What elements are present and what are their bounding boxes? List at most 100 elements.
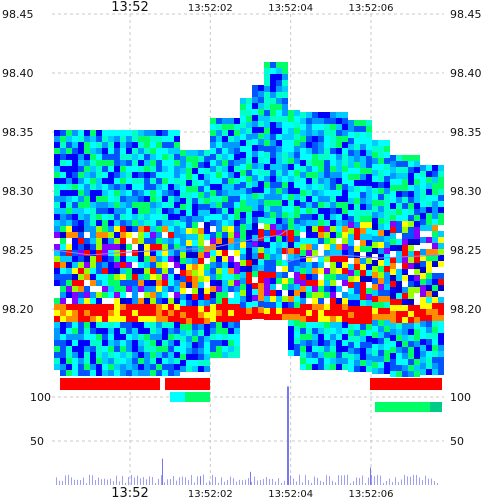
heatmap-cell — [72, 184, 78, 190]
heatmap-cell — [66, 322, 72, 328]
heatmap-cell — [318, 220, 324, 226]
heatmap-cell — [300, 124, 306, 130]
heatmap-cell — [318, 310, 324, 316]
heatmap-cells — [53, 62, 444, 412]
heatmap-cell — [348, 162, 354, 168]
heatmap-cell — [264, 284, 270, 290]
heatmap-cell — [234, 142, 240, 148]
heatmap-cell — [102, 286, 108, 292]
heatmap-cell — [114, 142, 120, 148]
heatmap-cell — [204, 150, 210, 156]
heatmap-cell — [132, 250, 138, 256]
heatmap-cell — [318, 244, 324, 250]
heatmap-cell — [378, 326, 384, 332]
heatmap-cell — [264, 230, 270, 236]
volume-bar — [326, 475, 327, 485]
heatmap-cell — [126, 334, 132, 340]
heatmap-cell — [336, 298, 342, 304]
heatmap-cell — [306, 304, 312, 310]
heatmap-cell — [186, 300, 192, 306]
heatmap-cell — [294, 338, 300, 344]
heatmap-cell — [306, 184, 312, 190]
heatmap-cell — [156, 232, 162, 238]
heatmap-cell — [174, 250, 180, 256]
heatmap-cell — [264, 242, 270, 248]
y-tick-label: 98.35 — [2, 126, 34, 139]
heatmap-cell — [276, 248, 282, 254]
heatmap-cell — [330, 310, 336, 316]
heatmap-cell — [102, 370, 108, 376]
heatmap-cell — [174, 310, 180, 316]
heatmap-cell — [318, 298, 324, 304]
heatmap-cell — [384, 266, 390, 272]
heatmap-cell — [342, 340, 348, 346]
heatmap-cell — [336, 220, 342, 226]
heatmap-cell — [330, 196, 336, 202]
heatmap-cell — [150, 274, 156, 280]
heatmap-cell — [264, 182, 270, 188]
heatmap-cell — [168, 328, 174, 334]
heatmap-cell — [300, 238, 306, 244]
heatmap-cell — [270, 260, 276, 266]
heatmap-cell — [138, 352, 144, 358]
heatmap-cell — [420, 189, 426, 195]
heatmap-cell — [222, 298, 228, 304]
heatmap-cell — [366, 360, 372, 366]
heatmap-cell — [342, 298, 348, 304]
heatmap-cell — [228, 196, 234, 202]
volume-bar — [143, 477, 144, 485]
heatmap-cell — [294, 116, 300, 122]
heatmap-cell — [132, 214, 138, 220]
heatmap-cell — [216, 262, 222, 268]
heatmap-cell — [90, 280, 96, 286]
heatmap-cell — [258, 253, 264, 259]
heatmap-cell — [414, 341, 420, 347]
heatmap-cell — [270, 302, 276, 308]
heatmap-cell — [138, 286, 144, 292]
heatmap-cell — [402, 239, 408, 245]
heatmap-cell — [438, 195, 444, 201]
heatmap-cell — [228, 286, 234, 292]
heatmap-cell — [66, 202, 72, 208]
heatmap-cell — [186, 156, 192, 162]
heatmap-cell — [102, 214, 108, 220]
heatmap-cell — [342, 310, 348, 316]
heatmap-cell — [192, 204, 198, 210]
heatmap-cell — [204, 312, 210, 318]
heatmap-cell — [186, 276, 192, 282]
heatmap-cell — [375, 402, 442, 412]
heatmap-cell — [60, 130, 66, 136]
heatmap-cell — [198, 258, 204, 264]
heatmap-cell — [216, 202, 222, 208]
heatmap-cell — [138, 322, 144, 328]
heatmap-cell — [54, 346, 60, 352]
heatmap-cell — [270, 230, 276, 236]
heatmap-cell — [318, 112, 324, 118]
heatmap-cell — [396, 299, 402, 305]
heatmap-cell — [126, 364, 132, 370]
heatmap-cell — [354, 324, 360, 330]
heatmap-cell — [378, 338, 384, 344]
heatmap-cell — [384, 152, 390, 158]
heatmap-cell — [186, 228, 192, 234]
heatmap-cell — [402, 293, 408, 299]
heatmap-cell — [162, 130, 168, 136]
heatmap-cell — [336, 208, 342, 214]
heatmap-cell — [78, 280, 84, 286]
heatmap-cell — [300, 190, 306, 196]
heatmap-cell — [276, 116, 282, 122]
heatmap-cell — [174, 232, 180, 238]
heatmap-cell — [108, 220, 114, 226]
heatmap-cell — [336, 112, 342, 118]
heatmap-cell — [354, 348, 360, 354]
heatmap-cell — [312, 268, 318, 274]
heatmap-cell — [246, 170, 252, 176]
heatmap-cell — [108, 298, 114, 304]
heatmap-cell — [348, 342, 354, 348]
heatmap-cell — [66, 328, 72, 334]
heatmap-cell — [282, 62, 288, 68]
heatmap-cell — [192, 282, 198, 288]
heatmap-cell — [270, 116, 276, 122]
heatmap-cell — [438, 357, 444, 363]
heatmap-cell — [276, 188, 282, 194]
